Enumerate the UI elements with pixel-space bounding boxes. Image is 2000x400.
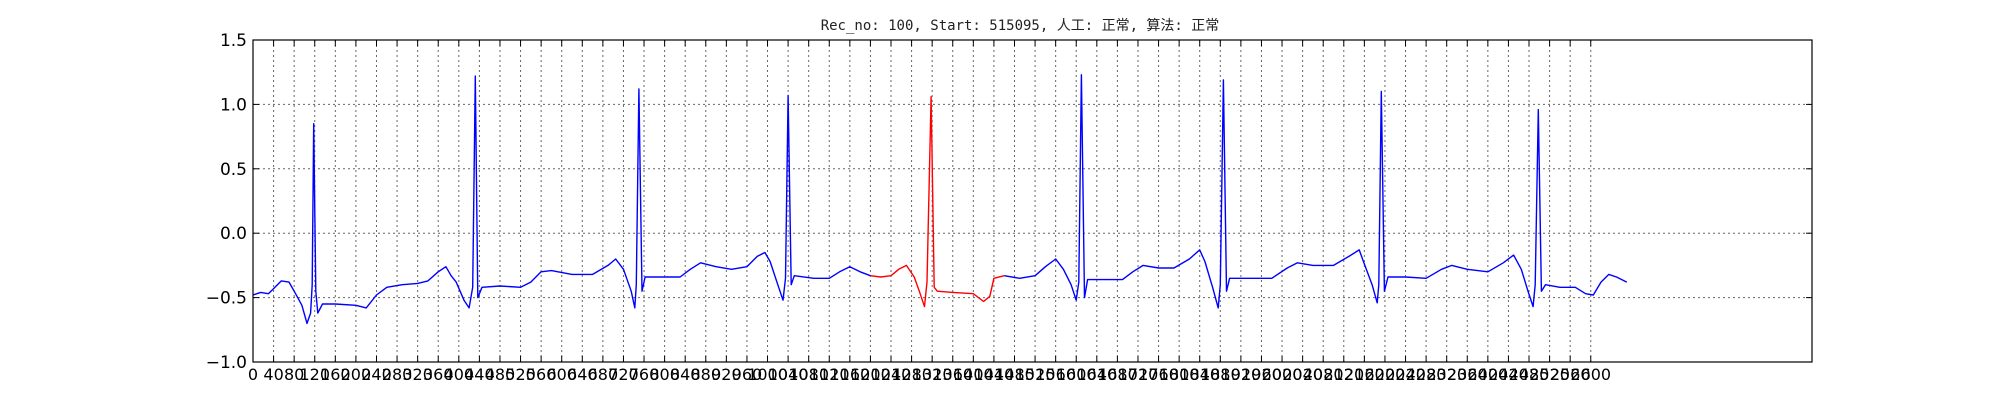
x-tick-label: 120 — [299, 365, 330, 384]
x-tick-label: 1360 — [932, 365, 973, 384]
x-tick-label: 2360 — [1447, 365, 1488, 384]
x-tick-label: 1640 — [1076, 365, 1117, 384]
y-tick-label: −0.5 — [206, 289, 247, 309]
x-axis: 0 40 8012016020024028032036040044048052056… — [248, 40, 1611, 384]
x-tick-label: 880 — [691, 365, 722, 384]
x-tick-label: 2320 — [1426, 365, 1467, 384]
x-tick-label: 1960 — [1241, 365, 1282, 384]
x-tick-label: 1760 — [1138, 365, 1179, 384]
x-tick-label: 2560 — [1550, 365, 1591, 384]
y-tick-label: 0.5 — [220, 160, 247, 180]
x-tick-label: 760 — [629, 365, 660, 384]
x-tick-label: 1560 — [1035, 365, 1076, 384]
x-tick-label: 1040 — [768, 365, 809, 384]
x-tick-label: 440 — [464, 365, 495, 384]
series-layer — [252, 74, 1628, 325]
ecg-series-line-3 — [1004, 74, 1628, 309]
plot-frame — [252, 39, 1813, 363]
x-tick-label: 920 — [711, 365, 742, 384]
x-tick-label: 1280 — [891, 365, 932, 384]
ecg-series-line-1 — [252, 75, 871, 325]
x-tick-label: 2000 — [1262, 365, 1303, 384]
x-tick-label: 600 — [546, 365, 577, 384]
x-tick-label: 1920 — [1221, 365, 1262, 384]
x-tick-label: 1160 — [829, 365, 870, 384]
x-tick-label: 480 — [485, 365, 516, 384]
y-tick-label: 1.0 — [220, 95, 247, 115]
y-tick-label: 0.0 — [220, 224, 247, 244]
x-tick-label: 1000 — [747, 365, 788, 384]
x-tick-label: 1200 — [850, 365, 891, 384]
ecg-series-line-2 — [870, 95, 1005, 308]
x-tick-label: 2040 — [1282, 365, 1323, 384]
x-tick-label: 1400 — [953, 365, 994, 384]
y-axis: −1.0 −0.5 0.0 0.5 1.0 1.5 — [206, 31, 1812, 373]
x-tick-label: 1320 — [912, 365, 953, 384]
x-tick-label: 1600 — [1056, 365, 1097, 384]
x-tick-label: 1120 — [809, 365, 850, 384]
x-tick-label: 960 — [732, 365, 763, 384]
x-tick-label: 680 — [588, 365, 619, 384]
x-tick-label: 2280 — [1406, 365, 1447, 384]
x-tick-label: 640 — [567, 365, 598, 384]
x-tick-label: 1680 — [1097, 365, 1138, 384]
x-tick-label: 560 — [526, 365, 557, 384]
x-tick-label: 1720 — [1118, 365, 1159, 384]
x-tick-label: 2120 — [1323, 365, 1364, 384]
x-tick-label: 2480 — [1509, 365, 1550, 384]
x-tick-label: 0 — [248, 365, 258, 384]
x-tick-label: 320 — [402, 365, 433, 384]
x-tick-label: 2240 — [1385, 365, 1426, 384]
x-tick-label: 1840 — [1179, 365, 1220, 384]
x-tick-label: 720 — [608, 365, 639, 384]
x-tick-label: 1440 — [974, 365, 1015, 384]
x-tick-label: 520 — [505, 365, 536, 384]
x-tick-label: 200 — [341, 365, 372, 384]
x-tick-label: 400 — [444, 365, 475, 384]
x-tick-label: 800 — [649, 365, 680, 384]
x-tick-label: 2080 — [1303, 365, 1344, 384]
x-tick-label: 1480 — [994, 365, 1035, 384]
x-tick-label: 1080 — [788, 365, 829, 384]
x-tick-label: 80 — [284, 365, 304, 384]
x-tick-label: 2600 — [1570, 365, 1611, 384]
x-tick-label: 2200 — [1365, 365, 1406, 384]
x-tick-label: 2160 — [1344, 365, 1385, 384]
grid-lines — [252, 39, 1812, 363]
x-tick-label: 840 — [670, 365, 701, 384]
x-tick-label: 1800 — [1159, 365, 1200, 384]
x-tick-label: 360 — [423, 365, 454, 384]
y-tick-label: 1.5 — [220, 31, 247, 51]
x-tick-label: 2400 — [1467, 365, 1508, 384]
x-tick-label: 1240 — [871, 365, 912, 384]
chart-title: Rec_no: 100, Start: 515095, 人工: 正常, 算法: … — [821, 18, 1220, 34]
x-tick-label: 1880 — [1200, 365, 1241, 384]
x-tick-label: 160 — [320, 365, 351, 384]
x-tick-label: 2520 — [1529, 365, 1570, 384]
y-tick-label: −1.0 — [206, 353, 247, 373]
x-tick-label: 240 — [361, 365, 392, 384]
x-tick-label: 40 — [263, 365, 283, 384]
x-tick-label: 1520 — [1015, 365, 1056, 384]
x-tick-label: 2440 — [1488, 365, 1529, 384]
x-tick-label: 280 — [382, 365, 413, 384]
